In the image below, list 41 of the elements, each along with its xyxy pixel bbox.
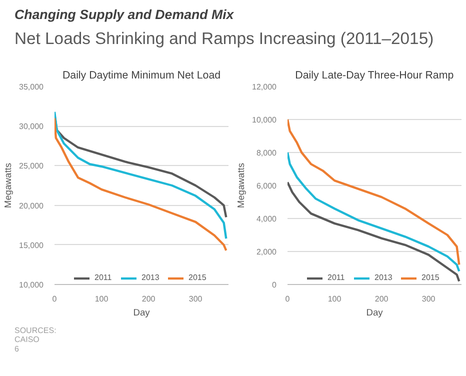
chart-title: Daily Late-Day Three-Hour Ramp [295,70,454,82]
text: 6 [14,344,20,354]
line-series [288,118,460,266]
text: CAISO [14,335,40,344]
y-tick-label: 10,000 [19,280,44,290]
x-tick-label: 300 [188,294,203,304]
y-axis-title: Megawatts [236,162,246,208]
text: Net Loads Shrinking and Ramps Increasing (2011–2015) [14,29,434,48]
x-tick-label: 100 [328,294,342,304]
y-tick-label: 6,000 [256,182,278,190]
y-tick-label: 8,000 [256,148,278,158]
source-note: SOURCES: [14,326,56,335]
line-series [288,151,460,272]
chart-title: Daily Daytime Minimum Net Load [62,70,221,82]
legend-label: 2013 [374,273,394,282]
x-axis-title: Day [366,308,384,318]
text: Changing Supply and Demand Mix [14,7,234,22]
legend-label: 2015 [422,273,440,282]
y-tick-label: 35,000 [19,82,44,92]
y-tick-label: 0 [272,280,278,290]
legend-label: 2011 [328,273,346,282]
y-tick-label: 30,000 [19,122,44,132]
legend-label: 2011 [94,273,113,282]
x-tick-label: 300 [422,294,436,304]
y-tick-label: 12,000 [252,82,278,92]
y-tick-label: 2,000 [256,248,278,256]
x-tick-label: 200 [142,294,156,304]
x-tick-label: 100 [94,294,109,304]
y-axis-title: Megawatts [3,162,14,208]
y-tick-label: 4,000 [256,214,278,224]
line-series [288,181,460,282]
x-axis-title: Day [133,308,150,318]
x-tick-label: 0 [285,294,290,304]
legend-label: 2013 [142,273,160,282]
x-tick-label: 0 [52,294,58,304]
y-tick-label: 25,000 [19,162,44,171]
legend-label: 2015 [188,273,208,282]
y-tick-label: 10,000 [252,116,278,124]
x-tick-label: 200 [374,294,389,304]
y-tick-label: 15,000 [19,240,44,250]
y-tick-label: 20,000 [19,201,44,210]
